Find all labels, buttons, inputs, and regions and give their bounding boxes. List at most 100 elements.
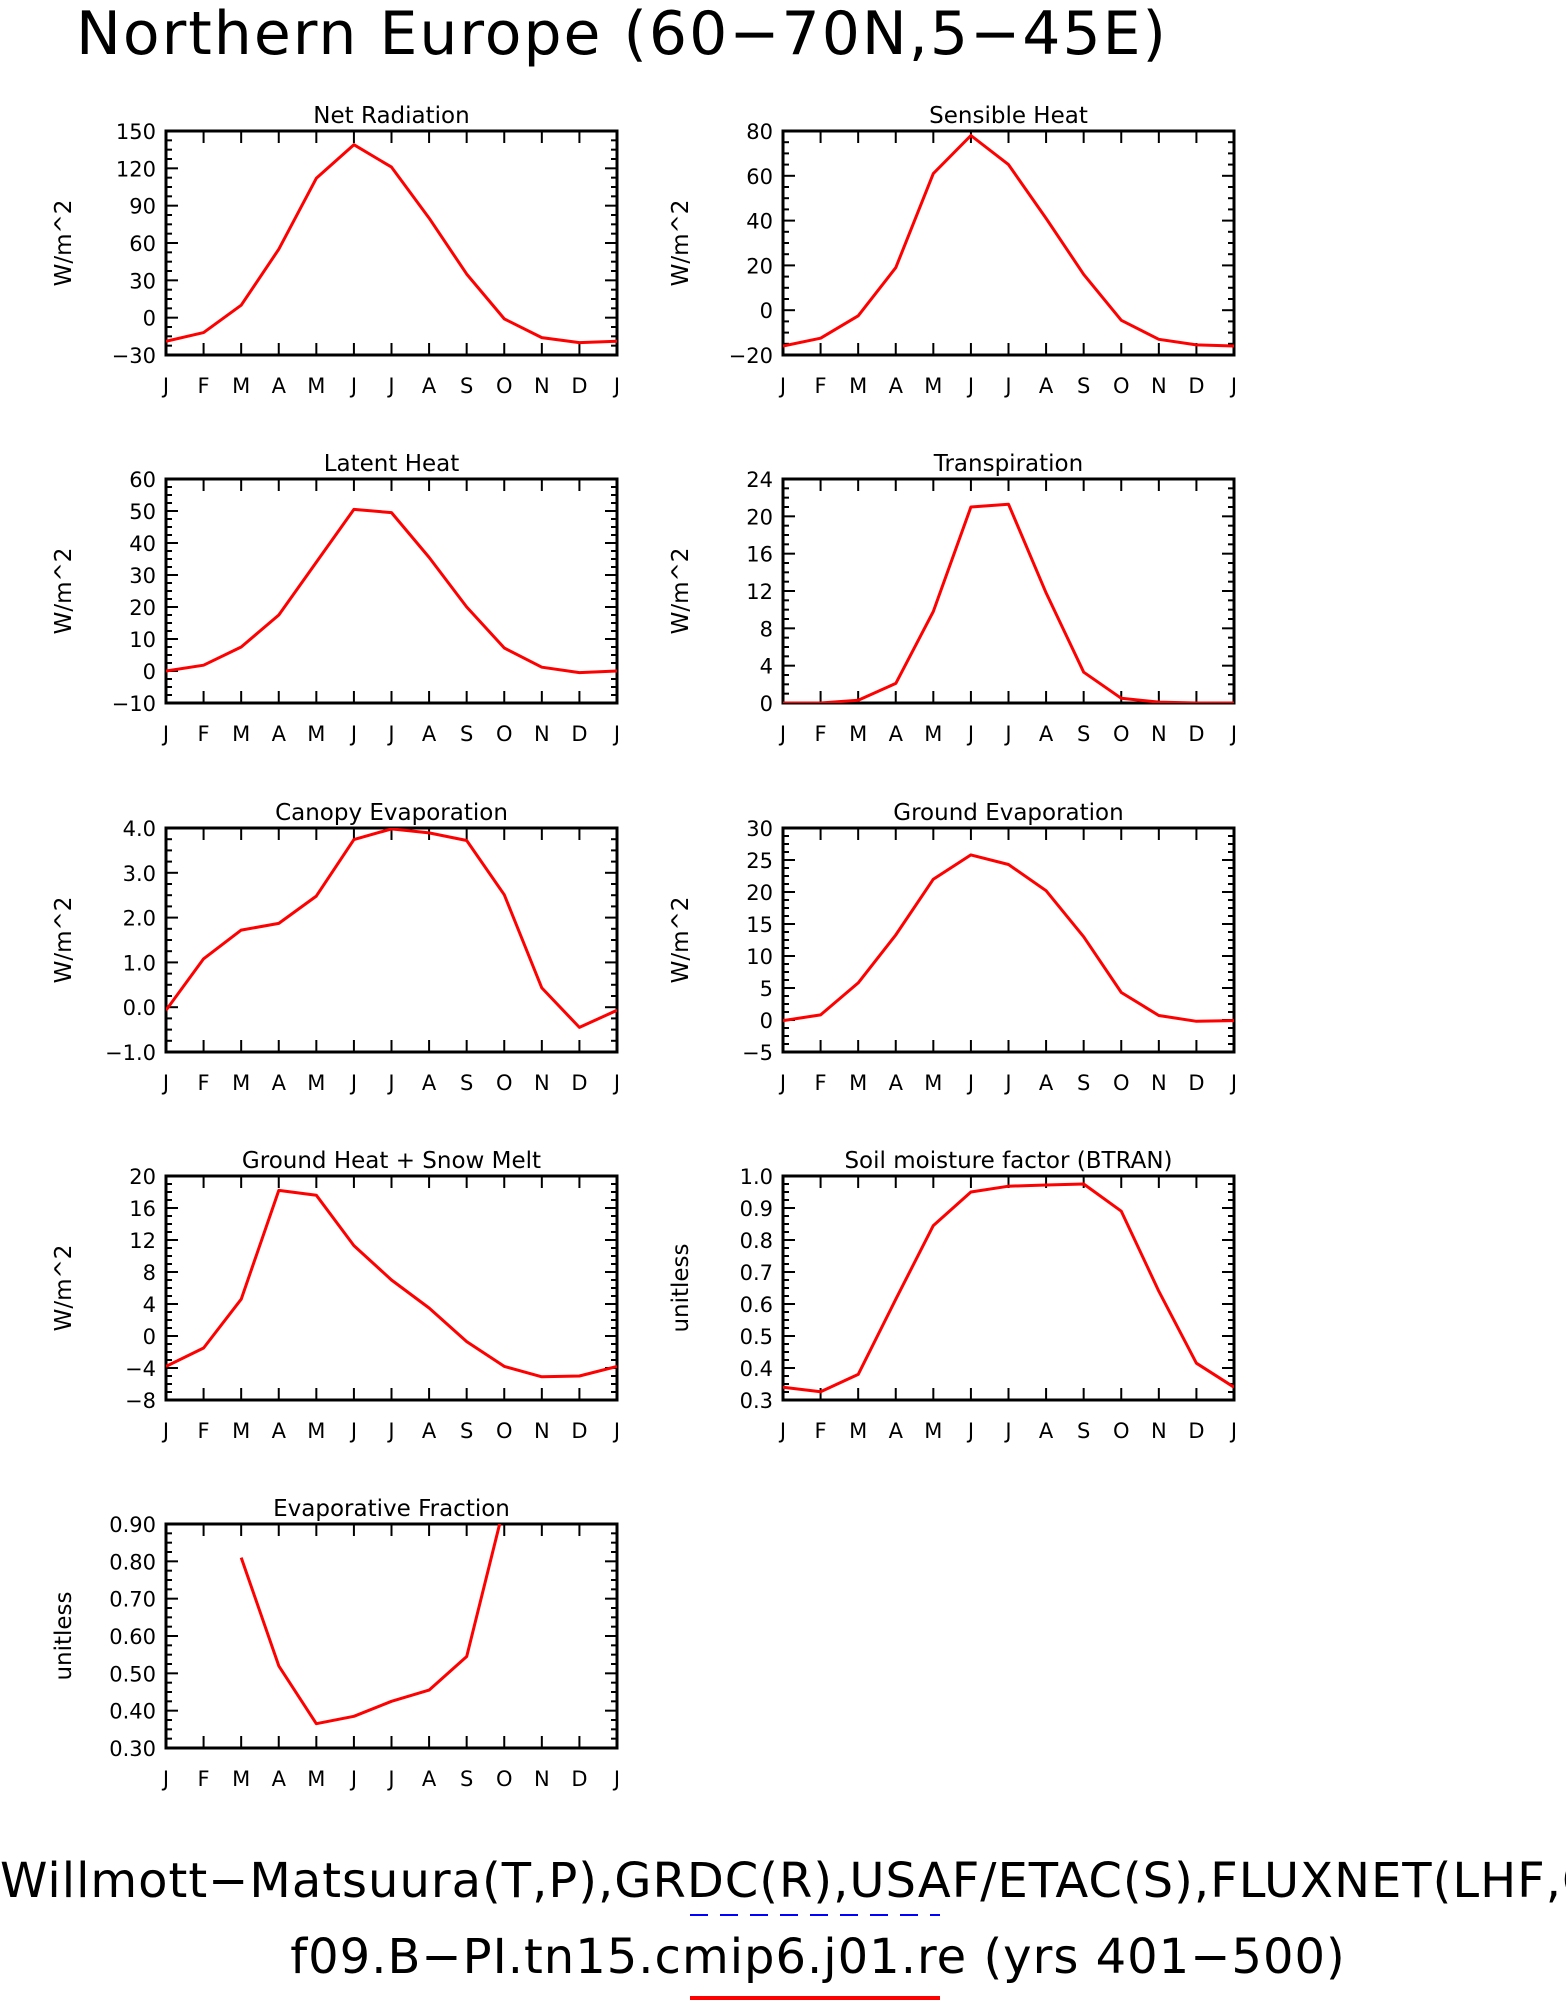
y-axis-label: W/m^2 xyxy=(668,200,694,287)
y-tick-label: 60 xyxy=(129,468,156,492)
y-tick-label: 40 xyxy=(746,210,773,234)
x-tick-label: J xyxy=(349,1767,357,1791)
x-tick-label: J xyxy=(1229,1071,1237,1095)
panel-soil-moisture-factor-btran: Soil moisture factor (BTRAN) 0.3 0.4 0.5 0.6… xyxy=(668,1148,1237,1443)
y-tick-label: 0 xyxy=(760,1009,773,1033)
x-tick-label: A xyxy=(1039,722,1054,746)
x-tick-label: A xyxy=(422,374,437,398)
y-tick-label: 150 xyxy=(116,120,156,144)
series-line xyxy=(166,828,617,1029)
y-tick-label: 60 xyxy=(129,232,156,256)
plot-frame xyxy=(164,477,619,705)
y-tick-label: −1.0 xyxy=(105,1041,156,1065)
x-tick-label: J xyxy=(1229,722,1237,746)
series-line xyxy=(239,1524,502,1726)
x-tick-label: M xyxy=(232,1419,250,1443)
x-tick-label: A xyxy=(272,1419,287,1443)
panel-title: Net Radiation xyxy=(313,103,469,129)
panel-title: Transpiration xyxy=(933,451,1083,477)
x-tick-label: M xyxy=(924,374,942,398)
x-tick-label: O xyxy=(496,1419,513,1443)
y-tick-label: 0.3 xyxy=(740,1389,773,1413)
x-tick-label: S xyxy=(460,1767,473,1791)
x-tick-label: S xyxy=(460,374,473,398)
panel-title: Canopy Evaporation xyxy=(275,800,508,826)
series-line xyxy=(783,853,1234,1023)
y-tick-label: 4 xyxy=(760,655,773,679)
y-tick-label: 0 xyxy=(143,660,156,684)
x-tick-label: J xyxy=(1003,722,1011,746)
y-tick-label: 50 xyxy=(129,500,156,524)
y-tick-label: 0.80 xyxy=(109,1550,156,1574)
x-tick-label: M xyxy=(307,1071,325,1095)
x-tick-label: D xyxy=(571,374,587,398)
plot-frame xyxy=(781,477,1236,705)
x-tick-label: M xyxy=(307,374,325,398)
series-line xyxy=(783,134,1234,348)
x-tick-label: F xyxy=(198,722,210,746)
y-tick-label: 4 xyxy=(143,1293,156,1317)
panel-title: Ground Heat + Snow Melt xyxy=(242,1148,541,1174)
x-tick-label: J xyxy=(778,1419,786,1443)
x-tick-label: A xyxy=(1039,374,1054,398)
y-axis-label: W/m^2 xyxy=(51,548,77,635)
x-tick-label: M xyxy=(307,1767,325,1791)
y-tick-label: 0.7 xyxy=(740,1261,773,1285)
x-tick-label: M xyxy=(924,1419,942,1443)
x-tick-label: J xyxy=(612,722,620,746)
plot-frame xyxy=(781,1174,1236,1402)
panel-title: Sensible Heat xyxy=(929,103,1088,129)
x-tick-label: J xyxy=(161,1419,169,1443)
x-tick-label: J xyxy=(612,1071,620,1095)
x-tick-label: A xyxy=(272,722,287,746)
x-tick-label: S xyxy=(1077,374,1090,398)
x-tick-label: A xyxy=(889,374,904,398)
x-tick-label: M xyxy=(232,374,250,398)
y-tick-label: 0.4 xyxy=(740,1357,773,1381)
x-tick-label: O xyxy=(496,722,513,746)
x-tick-label: J xyxy=(966,1419,974,1443)
y-tick-label: 0.8 xyxy=(740,1229,773,1253)
panel-title: Evaporative Fraction xyxy=(273,1496,510,1522)
y-tick-label: 0.40 xyxy=(109,1700,156,1724)
y-tick-label: 120 xyxy=(116,157,156,181)
x-tick-label: A xyxy=(422,722,437,746)
x-tick-label: M xyxy=(307,1419,325,1443)
x-tick-label: D xyxy=(1188,722,1204,746)
y-tick-label: 3.0 xyxy=(123,862,156,886)
y-tick-label: 90 xyxy=(129,195,156,219)
y-tick-label: 24 xyxy=(746,468,773,492)
panel-title: Ground Evaporation xyxy=(893,800,1123,826)
x-tick-label: J xyxy=(349,722,357,746)
y-axis-label: W/m^2 xyxy=(51,897,77,984)
y-tick-label: 20 xyxy=(129,1165,156,1189)
y-tick-label: 30 xyxy=(129,269,156,293)
x-tick-label: J xyxy=(612,1767,620,1791)
x-tick-label: J xyxy=(161,722,169,746)
plot-frame xyxy=(164,1522,619,1750)
x-tick-label: J xyxy=(1003,374,1011,398)
y-tick-label: 16 xyxy=(129,1197,156,1221)
x-tick-label: D xyxy=(571,1767,587,1791)
y-tick-label: 0 xyxy=(760,692,773,716)
y-axis-label: unitless xyxy=(51,1591,77,1680)
y-tick-label: 20 xyxy=(746,254,773,278)
figure-title: Northern Europe (60−70N,5−45E) xyxy=(76,0,1168,69)
x-tick-label: M xyxy=(924,1071,942,1095)
x-tick-label: D xyxy=(571,722,587,746)
x-tick-label: J xyxy=(349,374,357,398)
x-tick-label: O xyxy=(1113,374,1130,398)
x-tick-label: M xyxy=(232,1071,250,1095)
x-tick-label: D xyxy=(1188,374,1204,398)
x-tick-label: J xyxy=(966,374,974,398)
x-tick-label: M xyxy=(849,1071,867,1095)
x-tick-label: J xyxy=(612,374,620,398)
x-tick-label: J xyxy=(161,1071,169,1095)
x-tick-label: F xyxy=(815,1419,827,1443)
y-axis-label: W/m^2 xyxy=(668,548,694,635)
